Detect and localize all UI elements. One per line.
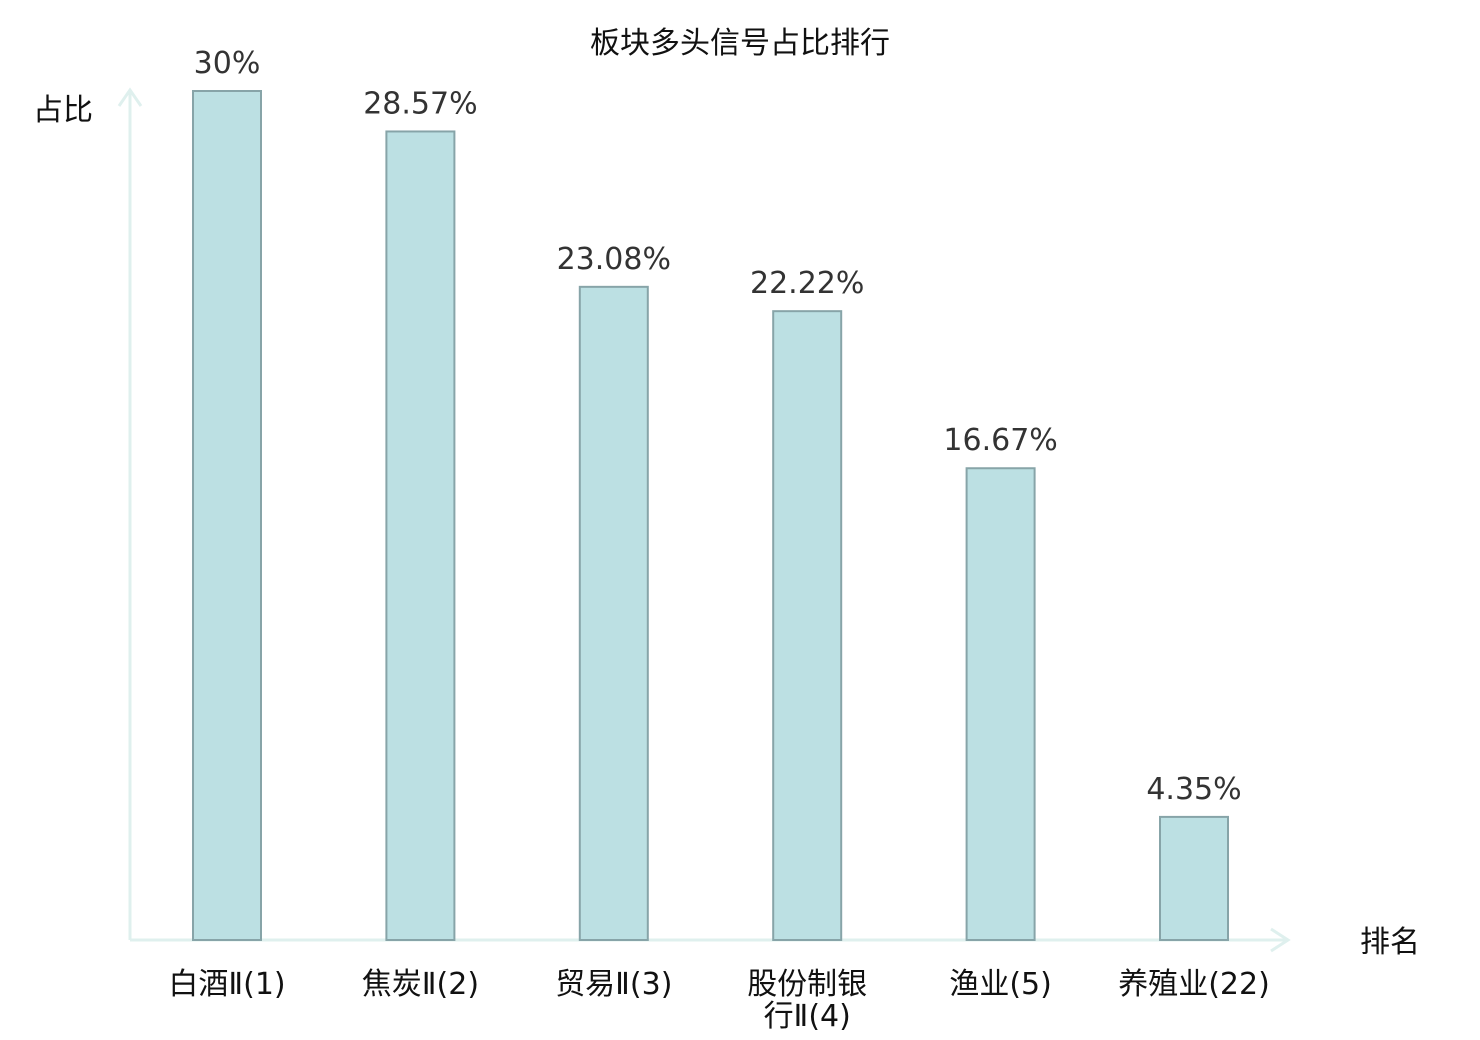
data-label: 4.35% [1146,772,1241,807]
x-tick-label: 焦炭Ⅱ(2) [362,967,479,1002]
data-label: 30% [194,46,261,81]
bar [192,90,262,941]
data-label: 22.22% [750,266,864,301]
x-tick-label: 股份制银 [747,967,867,1002]
x-tick-label: 渔业(5) [949,967,1052,1002]
chart-title: 板块多头信号占比排行 [590,26,890,61]
bar [385,130,456,941]
bar [772,310,843,941]
data-label: 28.57% [363,86,477,121]
bar-series: 30% 白酒Ⅱ(1) 28.57% 焦炭Ⅱ(2) 23.08% 贸易Ⅱ(3) 22.22% 股… [168,46,1269,1034]
x-tick-label: 行Ⅱ(4) [764,999,851,1034]
y-axis-title: 占比 [33,93,93,128]
x-tick-label: 养殖业(22) [1118,967,1270,1002]
data-label: 16.67% [943,423,1057,458]
bar [578,285,649,941]
x-axis-title: 排名 [1360,925,1420,960]
y-axis-arrow-icon [117,87,143,107]
bar [1159,815,1229,942]
data-label: 23.08% [557,242,671,277]
x-axis-arrow-icon [1270,927,1291,953]
x-tick-label: 白酒Ⅱ(1) [168,967,285,1002]
bar [965,467,1036,941]
x-tick-label: 贸易Ⅱ(3) [555,967,672,1002]
